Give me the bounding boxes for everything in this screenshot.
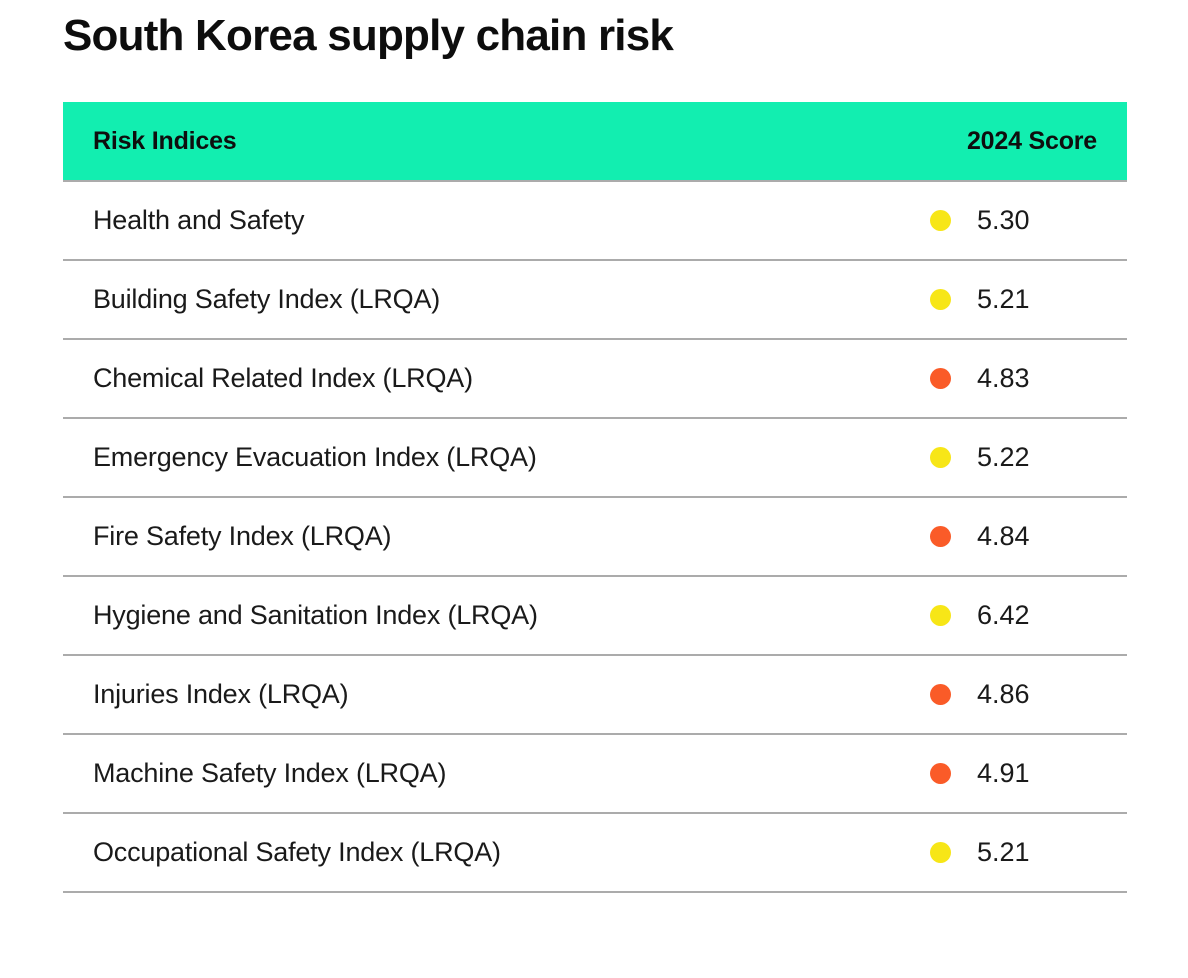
- table-row: Occupational Safety Index (LRQA) 5.21: [63, 814, 1127, 894]
- score-cell: 4.91: [930, 758, 1045, 789]
- score-value: 4.84: [977, 521, 1030, 552]
- risk-index-label: Injuries Index (LRQA): [93, 679, 349, 710]
- score-value: 4.91: [977, 758, 1030, 789]
- risk-level-dot-icon-yellow: [930, 210, 951, 232]
- table-row: Hygiene and Sanitation Index (LRQA) 6.42: [63, 577, 1127, 657]
- score-cell: 4.83: [930, 363, 1045, 394]
- table-header: Risk Indices 2024 Score: [63, 102, 1127, 183]
- score-cell: 5.22: [930, 442, 1045, 473]
- table-row: Emergency Evacuation Index (LRQA) 5.22: [63, 419, 1127, 499]
- risk-level-dot-icon-orange: [930, 684, 951, 706]
- risk-level-dot-icon-yellow: [930, 842, 951, 864]
- risk-index-label: Fire Safety Index (LRQA): [93, 521, 392, 552]
- col-header-2024-score: 2024 Score: [966, 126, 1097, 155]
- score-value: 5.22: [977, 442, 1030, 473]
- risk-index-label: Occupational Safety Index (LRQA): [93, 837, 501, 868]
- table-row: Chemical Related Index (LRQA) 4.83: [63, 340, 1127, 420]
- score-value: 4.86: [977, 679, 1030, 710]
- table-row: Fire Safety Index (LRQA) 4.84: [63, 498, 1127, 578]
- risk-index-label: Building Safety Index (LRQA): [93, 284, 441, 315]
- score-value: 6.42: [977, 600, 1030, 631]
- table-row: Building Safety Index (LRQA) 5.21: [63, 261, 1127, 341]
- risk-index-label: Machine Safety Index (LRQA): [93, 758, 447, 789]
- risk-level-dot-icon-yellow: [930, 605, 951, 627]
- score-cell: 4.86: [930, 679, 1045, 710]
- table-row: Machine Safety Index (LRQA) 4.91: [63, 735, 1127, 815]
- risk-index-label: Hygiene and Sanitation Index (LRQA): [93, 600, 538, 631]
- risk-index-label: Emergency Evacuation Index (LRQA): [93, 442, 537, 473]
- score-cell: 5.21: [930, 837, 1045, 868]
- page-title: South Korea supply chain risk: [63, 11, 674, 60]
- risk-index-label: Chemical Related Index (LRQA): [93, 363, 473, 394]
- table-row: Health and Safety 5.30: [63, 182, 1127, 262]
- risk-level-dot-icon-orange: [930, 368, 951, 390]
- risk-level-dot-icon-orange: [930, 526, 951, 548]
- risk-index-label: Health and Safety: [93, 205, 305, 236]
- risk-level-dot-icon-yellow: [930, 289, 951, 311]
- score-value: 5.30: [977, 205, 1030, 236]
- score-cell: 5.21: [930, 284, 1045, 315]
- score-cell: 5.30: [930, 205, 1045, 236]
- risk-table: Risk Indices 2024 Score Health and Safet…: [63, 102, 1127, 894]
- score-value: 4.83: [977, 363, 1030, 394]
- risk-level-dot-icon-orange: [930, 763, 951, 785]
- table-body: Health and Safety 5.30 Building Safety I…: [63, 182, 1127, 894]
- page: South Korea supply chain risk Risk Indic…: [63, 11, 1127, 894]
- score-cell: 4.84: [930, 521, 1045, 552]
- col-header-risk-indices: Risk Indices: [93, 126, 237, 155]
- score-value: 5.21: [977, 837, 1030, 868]
- table-row: Injuries Index (LRQA) 4.86: [63, 656, 1127, 736]
- score-cell: 6.42: [930, 600, 1045, 631]
- risk-level-dot-icon-yellow: [930, 447, 951, 469]
- score-value: 5.21: [977, 284, 1030, 315]
